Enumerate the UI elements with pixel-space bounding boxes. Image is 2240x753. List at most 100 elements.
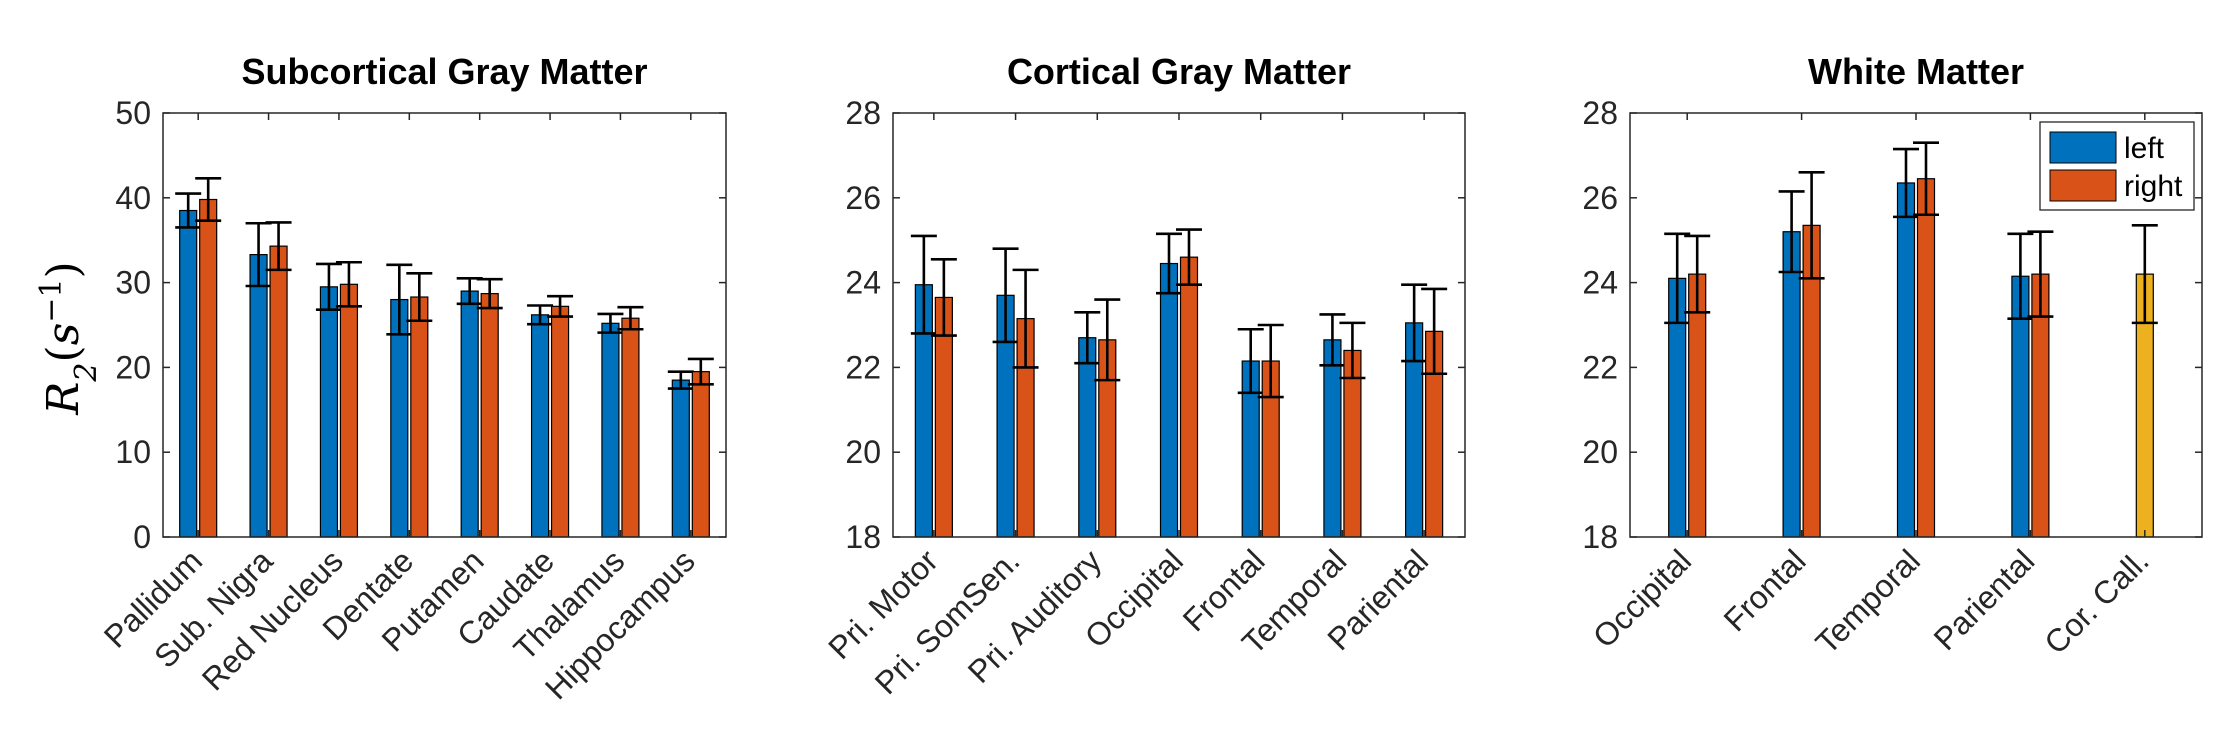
axes-box (162, 112, 727, 538)
y-tick-label: 28 (845, 95, 881, 131)
bar-left-frontal (1782, 231, 1801, 538)
legend-label-left: left (2124, 132, 2165, 165)
bar-left-pallidum (179, 209, 198, 538)
errorbar-right-pallidum (195, 176, 222, 222)
bar-left-temporal (1323, 339, 1342, 538)
errorbar-right-putamen (476, 277, 503, 310)
y-tick-label: 50 (115, 95, 151, 131)
errorbar-left-temporal (1319, 313, 1346, 367)
y-tick-label: 40 (115, 180, 151, 216)
errorbar-left-thalamus (597, 312, 624, 334)
errorbar-right-caudate (547, 294, 574, 318)
legend-label-right: right (2124, 170, 2183, 203)
errorbar-left-pri-auditory (1074, 310, 1101, 365)
errorbar-right-pariental (2027, 230, 2054, 318)
bar-left-temporal (1896, 182, 1916, 538)
y-tick-label: 24 (1582, 265, 1618, 301)
bar-right-red-nucleus (339, 283, 359, 538)
bar-left-hippocampus (671, 379, 690, 538)
errorbar-right-pariental (1421, 287, 1448, 376)
x-tick-label-frontal: Frontal (1717, 542, 1813, 638)
x-tick-label-temporal: Temporal (1808, 542, 1927, 661)
errorbar-left-red-nucleus (315, 262, 342, 312)
y-tick-label: 26 (1582, 180, 1618, 216)
errorbar-left-pariental (2007, 232, 2034, 320)
y-tick-label: 20 (1582, 434, 1618, 470)
x-tick-label-occipital: Occipital (1586, 542, 1698, 654)
panel-subcortical-gray-matter: Subcortical Gray Matter01020304050Pallid… (97, 51, 727, 706)
y-tick-label: 22 (1582, 349, 1618, 385)
y-tick-label: 0 (133, 519, 151, 555)
bar-right-thalamus (621, 317, 640, 538)
y-tick-label: 22 (845, 349, 881, 385)
bar-right-putamen (480, 293, 499, 538)
errorbar-left-occipital (1156, 232, 1182, 295)
errorbar-left-pri-somsen (992, 247, 1019, 344)
y-tick-label: 18 (845, 519, 881, 555)
errorbar-right-thalamus (617, 305, 644, 331)
y-axis-label-close: ) (38, 261, 89, 278)
bar-right-dentate (410, 296, 429, 538)
errorbar-left-pri-motor (910, 234, 937, 335)
bar-right-caudate (550, 305, 570, 538)
errorbar-right-dentate (406, 271, 433, 323)
errorbar-right-occipital (1684, 234, 1711, 314)
y-axis-label: R2(s−1) (34, 261, 104, 415)
errorbar-right-frontal (1798, 171, 1825, 280)
y-tick-label: 30 (115, 265, 151, 301)
bar-left-caudate (530, 314, 550, 538)
legend-swatch-left (2049, 131, 2117, 164)
bar-right-temporal (1916, 178, 1936, 538)
bar-left-sub-nigra (249, 254, 268, 538)
errorbar-left-sub-nigra (245, 221, 272, 288)
errorbar-right-red-nucleus (335, 260, 362, 308)
y-axis-label-sup: −1 (34, 278, 69, 322)
errorbar-right-occipital (1176, 228, 1202, 287)
errorbar-left-temporal (1893, 147, 1919, 219)
y-tick-label: 24 (845, 265, 881, 301)
y-tick-label: 18 (1582, 519, 1618, 555)
errorbar-left-caudate (527, 304, 554, 326)
errorbar-right-temporal (1339, 321, 1366, 380)
errorbar-right-frontal (1257, 323, 1284, 399)
y-tick-label: 20 (845, 434, 881, 470)
x-tick-label-pariental: Pariental (1927, 542, 2042, 657)
axes-box (892, 112, 1466, 538)
bar-left-red-nucleus (319, 286, 339, 538)
y-axis-label-sub: 2 (69, 362, 104, 382)
bar-right-sub-nigra (269, 245, 288, 538)
chart-title: Subcortical Gray Matter (241, 51, 647, 92)
errorbar-right-pri-motor (930, 257, 957, 337)
errorbar-left-dentate (386, 263, 413, 336)
legend: left right (2039, 121, 2195, 211)
chart-title: Cortical Gray Matter (1007, 51, 1351, 92)
y-axis-label-main: R (38, 382, 89, 416)
chart-title: White Matter (1808, 51, 2024, 92)
panel-white-matter: White Matter 18 20 22 24 26 28 Occipital Frontal… (1582, 51, 2203, 661)
errorbar-left-frontal (1237, 327, 1264, 395)
legend-swatch-right (2049, 169, 2117, 202)
errorbar-right-pri-auditory (1094, 298, 1121, 382)
y-tick-label: 28 (1582, 95, 1618, 131)
bar-right-occipital (1179, 256, 1199, 538)
y-axis-label-open: ( (38, 345, 89, 362)
errorbar-right-pri-somsen (1012, 268, 1039, 369)
bar-right-pallidum (199, 198, 218, 538)
x-tick-label-cor-call: Cor. Call. (2037, 542, 2156, 661)
y-tick-label: 20 (115, 349, 151, 385)
bar-left-occipital (1159, 262, 1179, 538)
errorbar-left-pariental (1401, 283, 1428, 363)
errorbar-left-frontal (1778, 190, 1805, 274)
errorbar-right-sub-nigra (265, 221, 292, 272)
errorbar-left-putamen (456, 277, 483, 306)
errorbar-right-hippocampus (687, 357, 714, 386)
bar-left-pri-auditory (1078, 337, 1097, 538)
bar-left-putamen (460, 290, 479, 538)
bar-left-thalamus (601, 322, 620, 538)
y-tick-label: 10 (115, 434, 151, 470)
errorbar-right-temporal (1913, 141, 1939, 217)
bar-right-hippocampus (691, 371, 710, 538)
errorbar-left-pallidum (175, 192, 202, 229)
